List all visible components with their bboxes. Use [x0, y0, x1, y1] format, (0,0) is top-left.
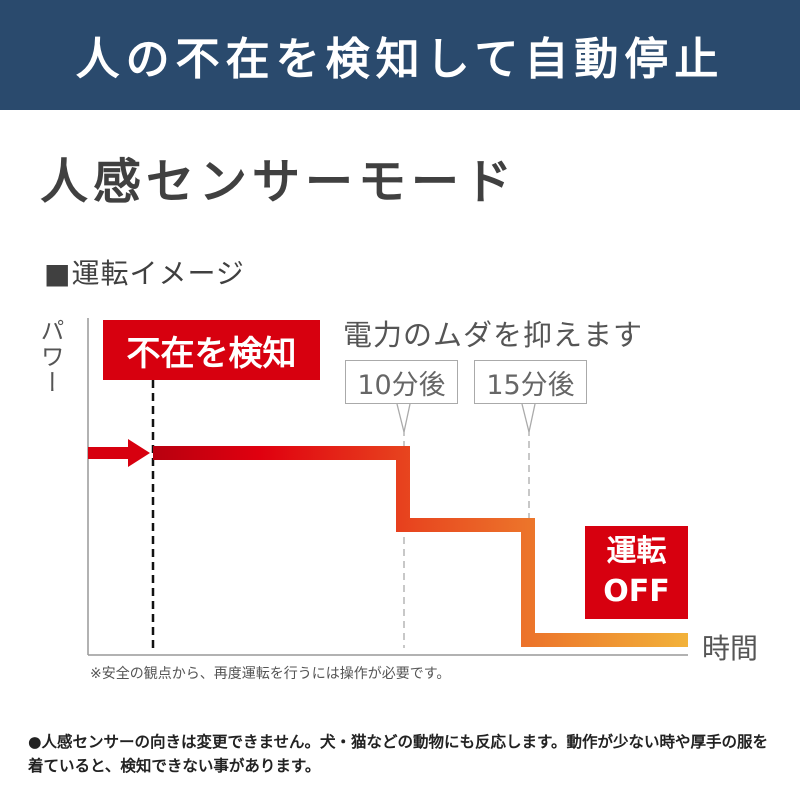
- mode-title: 人感センサーモード: [40, 154, 518, 210]
- header-banner: 人の不在を検知して自動停止: [0, 0, 800, 110]
- power-save-label: 電力のムダを抑えます: [343, 318, 644, 352]
- operation-off-label: 運転 OFF: [585, 526, 688, 619]
- section-label: ■運転イメージ: [44, 257, 245, 290]
- callout-10min: 10分後: [345, 360, 458, 404]
- banner-title: 人の不在を検知して自動停止: [75, 34, 725, 85]
- x-axis-label: 時間: [702, 632, 759, 665]
- arrow-icon: [88, 439, 150, 467]
- power-step-line: [153, 446, 688, 647]
- detect-label: 不在を検知: [103, 320, 320, 380]
- callout-15min: 15分後: [474, 360, 587, 404]
- off-label-line2: OFF: [603, 574, 670, 609]
- callout-pointer-10: [396, 403, 411, 433]
- sensor-note: ●人感センサーの向きは変更できません。犬・猫などの動物にも反応します。動作が少な…: [28, 733, 769, 775]
- y-axis-label: パワー: [36, 318, 64, 396]
- off-label-line1: 運転: [606, 534, 667, 569]
- callout-pointer-15: [521, 403, 536, 433]
- footnote: ※安全の観点から、再度運転を行うには操作が必要です。: [90, 666, 451, 682]
